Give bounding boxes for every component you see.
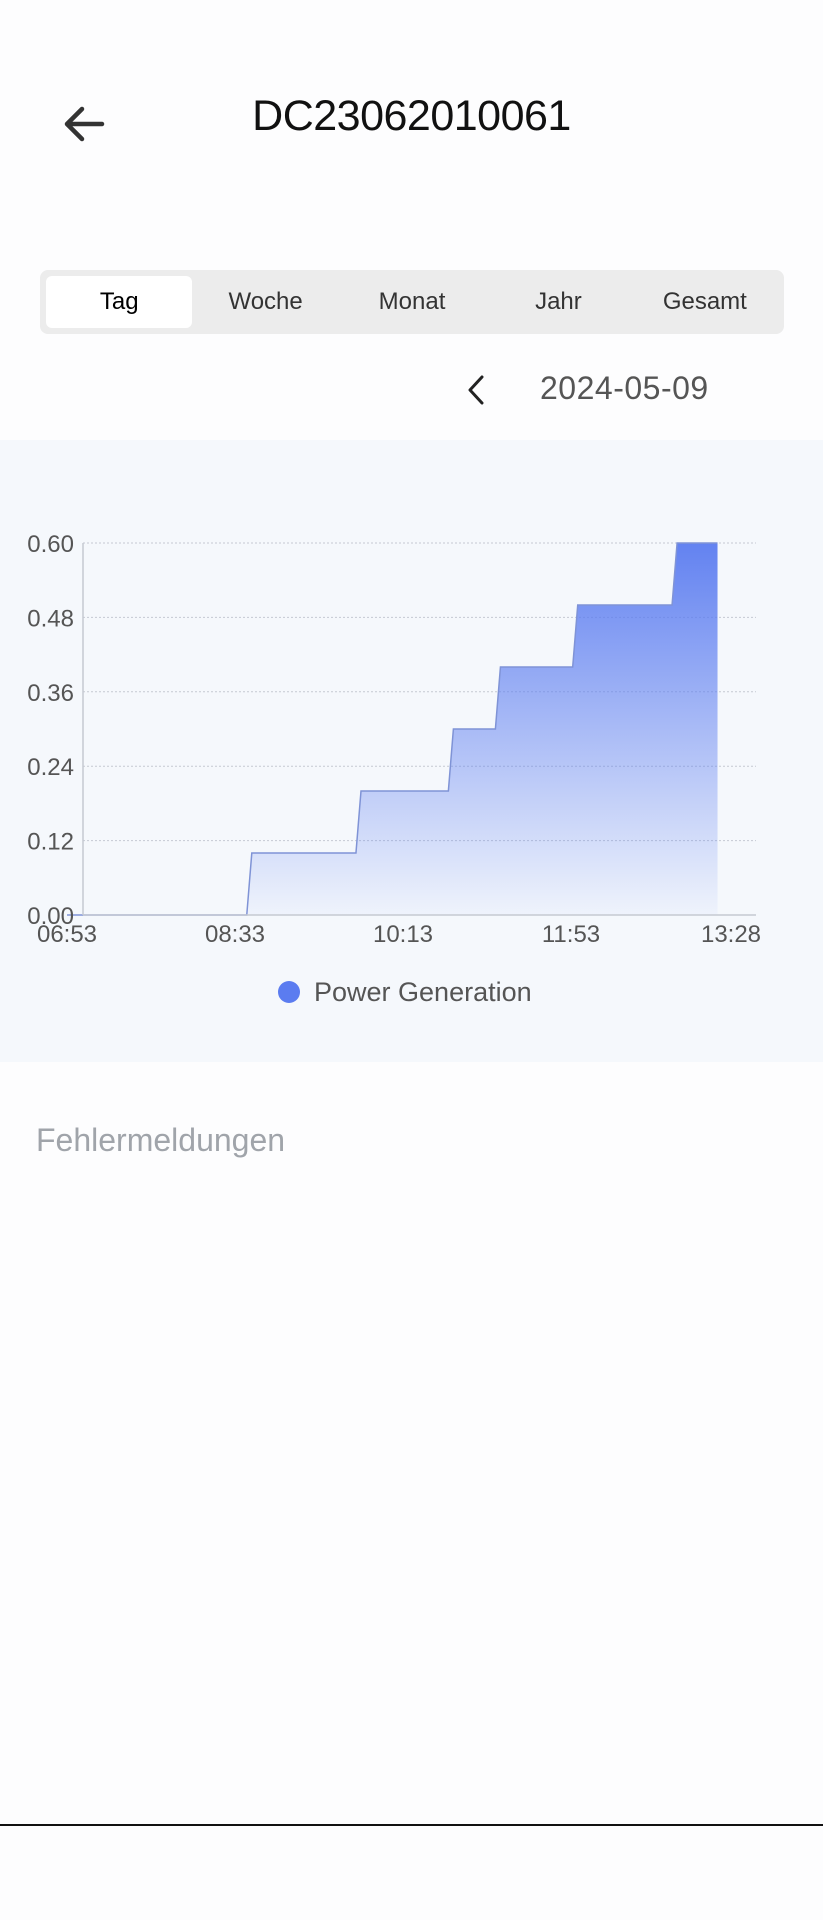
power-chart-panel: 0.00 0.12 0.24 0.36 0.48 0.60 06:53 08:33 10:13 1…: [0, 440, 823, 1062]
tab-week[interactable]: Woche: [228, 288, 303, 315]
chevron-left-icon: [468, 375, 484, 405]
app-header: DC23062010061: [0, 0, 823, 250]
x-tick-label: 06:53: [37, 921, 97, 948]
y-tick-label: 0.48: [27, 605, 74, 632]
y-tick-label: 0.00: [27, 903, 74, 930]
series-area: [67, 543, 718, 915]
chart-legend[interactable]: Power Generation: [278, 972, 532, 1012]
legend-label: Power Generation: [314, 976, 532, 1007]
tab-year[interactable]: Jahr: [535, 288, 582, 315]
back-button[interactable]: [56, 96, 112, 152]
page-title: DC23062010061: [252, 92, 571, 140]
tab-month[interactable]: Monat: [378, 288, 446, 315]
y-tick-label: 0.60: [27, 531, 74, 558]
legend-marker: [278, 981, 300, 1003]
y-tick-label: 0.36: [27, 680, 74, 707]
x-tick-label: 13:28: [701, 921, 761, 948]
x-tick-label: 11:53: [542, 921, 600, 948]
bottom-divider: [0, 1824, 823, 1826]
series-line: [67, 542, 718, 916]
y-tick-label: 0.24: [27, 754, 74, 781]
x-tick-label: 10:13: [373, 921, 433, 948]
arrow-left-icon: [64, 106, 105, 142]
tab-day[interactable]: Tag: [46, 276, 193, 328]
previous-date-button[interactable]: [458, 368, 494, 412]
x-tick-label: 08:33: [205, 921, 265, 948]
selected-date: 2024-05-09: [540, 370, 709, 406]
date-navigator: 2024-05-09: [0, 360, 823, 420]
y-tick-label: 0.12: [27, 829, 74, 856]
error-messages-heading: Fehlermeldungen: [36, 1122, 286, 1158]
period-tabs: Tag Woche Monat Jahr Gesamt: [40, 270, 784, 334]
tab-total[interactable]: Gesamt: [662, 288, 747, 315]
power-chart: 0.00 0.12 0.24 0.36 0.48 0.60 06:53 08:33 10:13 1…: [27, 531, 761, 948]
